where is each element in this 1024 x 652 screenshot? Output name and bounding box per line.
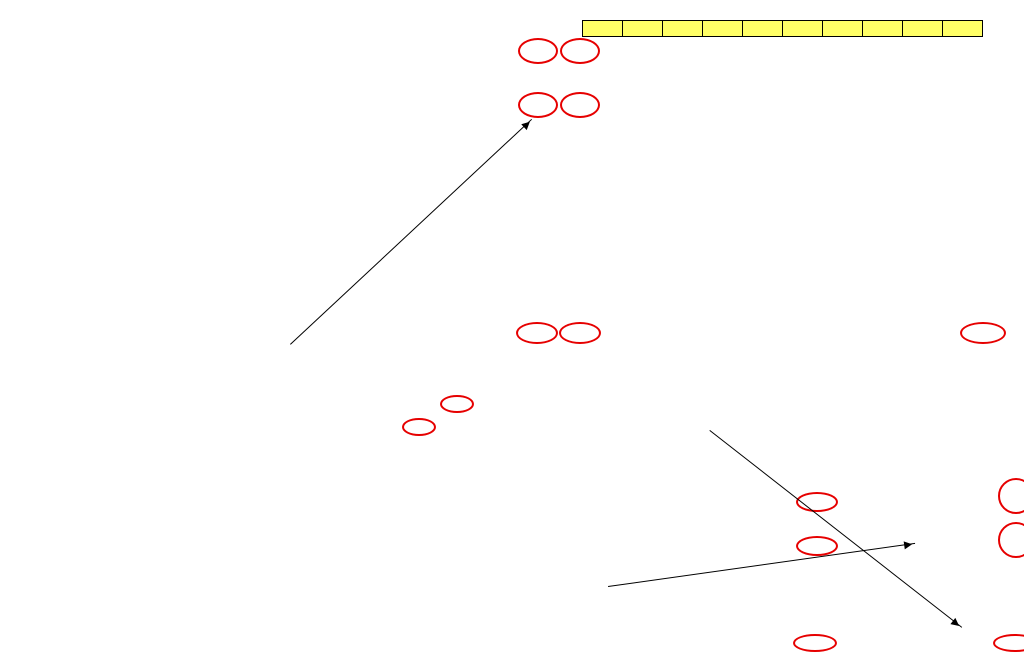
arrow-mid [608, 543, 915, 587]
ring-985 [560, 92, 600, 118]
ring-95188 [993, 634, 1024, 652]
ring-79282 [793, 634, 837, 652]
ring-25b [998, 522, 1024, 558]
ring-70188 [960, 322, 1006, 344]
ring-free1 [440, 395, 474, 413]
main-table-wrap [140, 20, 983, 39]
ring-71600 [516, 322, 558, 344]
ring-11103 [998, 478, 1024, 514]
arrow-low [709, 430, 962, 628]
percent-row [140, 20, 983, 37]
ring-free2 [402, 418, 436, 436]
arrow-up [290, 119, 532, 345]
ring-6656 [560, 38, 600, 64]
ring-63541 [559, 322, 601, 344]
ring-3200 [518, 38, 558, 64]
ring-2900 [518, 92, 558, 118]
ring-8871 [796, 492, 838, 512]
ring-3125 [796, 536, 838, 556]
